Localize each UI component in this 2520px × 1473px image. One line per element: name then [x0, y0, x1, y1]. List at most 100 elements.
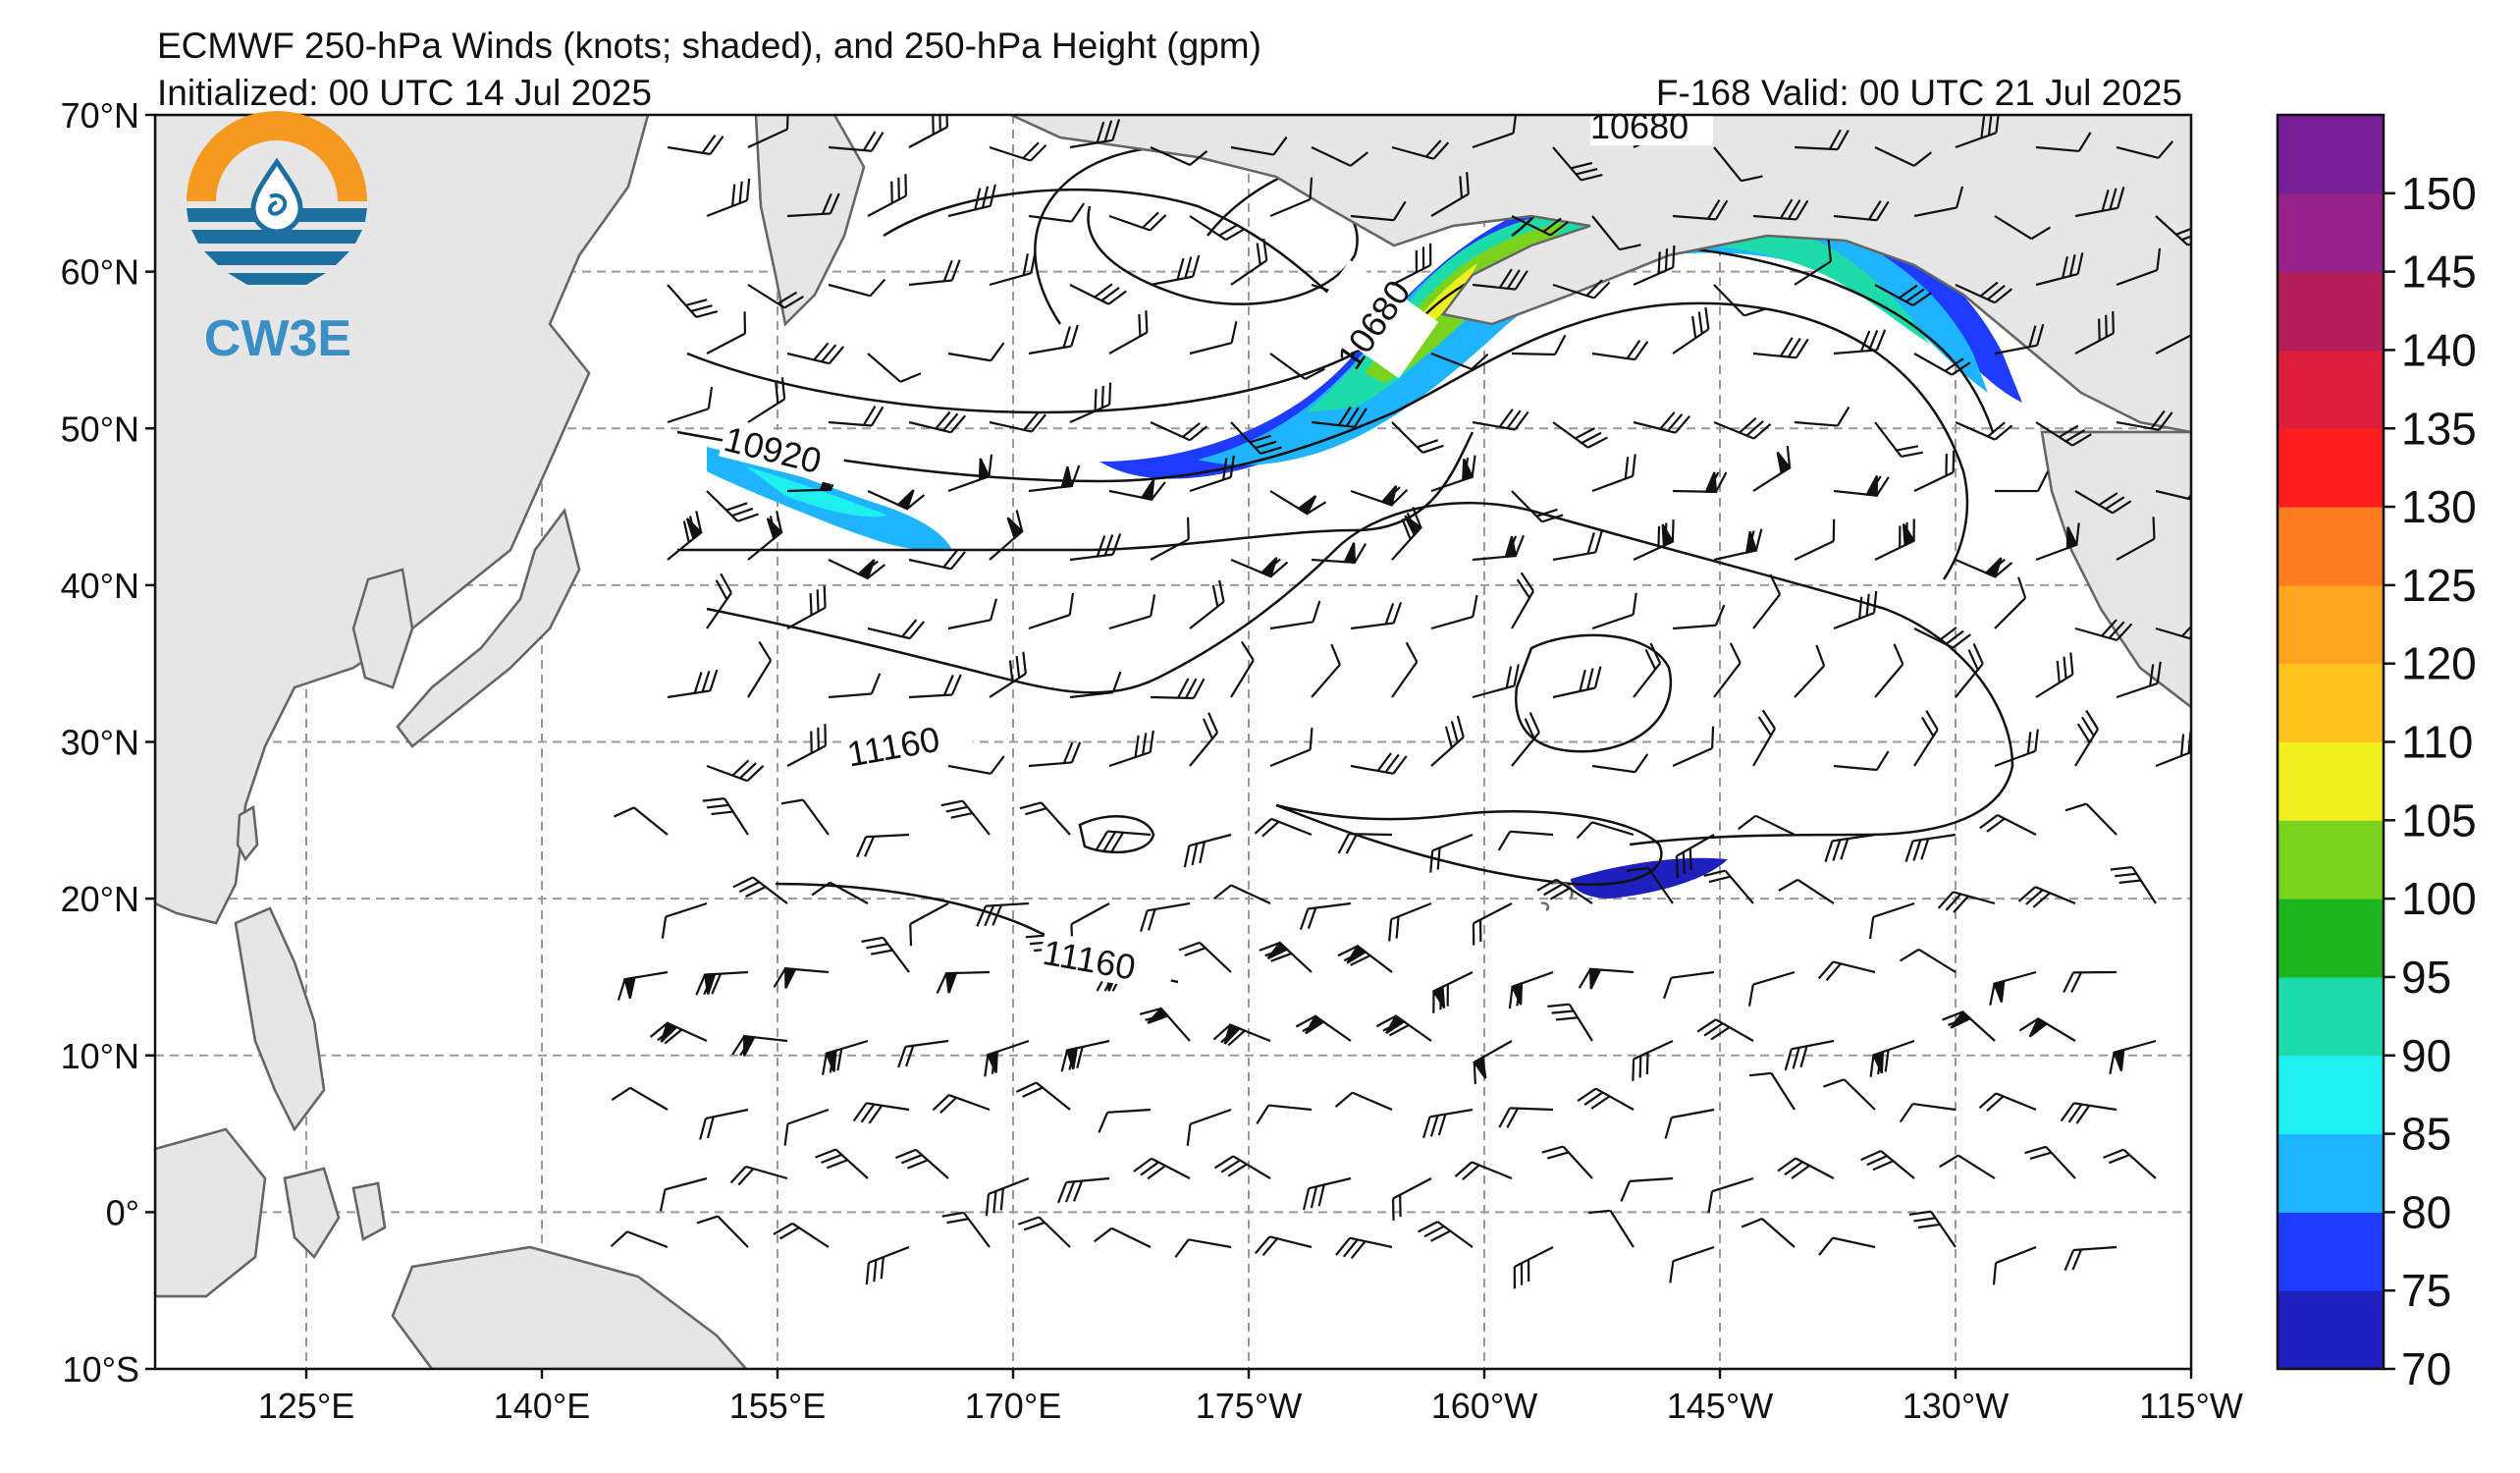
wind-barb [1541, 1145, 1593, 1179]
wind-barb [1098, 1108, 1152, 1133]
wind-barb [1794, 518, 1836, 561]
lon-label: 130°W [1903, 1386, 2009, 1426]
colorbar-swatch [2278, 507, 2384, 586]
wind-barb [1337, 944, 1393, 973]
wind-barb [1696, 1018, 1754, 1042]
wind-barb [2035, 252, 2084, 287]
wind-barb [1994, 470, 2050, 493]
contour-label: 10680 [1590, 106, 1689, 146]
colorbar-label: 135 [2401, 403, 2477, 454]
colorbar-swatch [2278, 1212, 2384, 1291]
lat-label: 10°S [63, 1349, 139, 1390]
wind-barb [989, 141, 1047, 162]
wind-barb [867, 174, 908, 217]
wind-barb [1511, 334, 1567, 356]
wind-barb [1150, 254, 1201, 287]
wind-barb [610, 1230, 669, 1249]
wind-barb [1095, 830, 1152, 852]
wind-barb [1259, 941, 1313, 973]
wind-barb [1552, 146, 1603, 182]
wind-barb [706, 490, 759, 522]
init-time: Initialized: 00 UTC 14 Jul 2025 [157, 73, 652, 113]
wind-barb [1817, 960, 1876, 982]
wind-barb [908, 410, 967, 434]
wind-barb [1937, 891, 1996, 913]
wind-barb [1295, 1014, 1352, 1042]
colorbar-swatch [2278, 1290, 2384, 1370]
wind-barb [1230, 238, 1268, 286]
wind-barb [1094, 1227, 1152, 1248]
wind-barb [2109, 1039, 2157, 1074]
wind-barb [1913, 353, 1971, 376]
wind-barb [852, 1102, 910, 1124]
wind-barb [667, 669, 719, 699]
wind-barb [1833, 590, 1878, 630]
wind-barb [2155, 215, 2191, 246]
wind-barb [1868, 901, 1915, 940]
colorbar-swatch [2278, 192, 2384, 273]
wind-barb [2064, 802, 2118, 836]
wind-barb [811, 881, 869, 904]
wind-barb [1869, 1039, 1915, 1077]
wind-barb [1703, 869, 1754, 904]
wind-barb [1989, 970, 2037, 1006]
wind-barb [1752, 198, 1809, 221]
wind-barb [1388, 901, 1432, 942]
colorbar-label: 125 [2401, 560, 2477, 611]
wind-barb [822, 1039, 869, 1075]
wind-barb [786, 192, 840, 218]
wind-barb [1069, 382, 1112, 424]
wind-barb [1513, 1246, 1554, 1289]
lat-label: 50°N [61, 409, 139, 449]
wind-barbs [610, 115, 2191, 1289]
wind-barb [1578, 967, 1635, 990]
contour-11040 [677, 431, 1474, 552]
wind-barb [2110, 865, 2157, 904]
wind-barb [1311, 146, 1369, 167]
wind-barb [947, 598, 998, 630]
wind-barb [1429, 833, 1474, 873]
wind-barb [1254, 1235, 1313, 1257]
wind-barb [2116, 661, 2162, 699]
wind-barb [1794, 129, 1850, 151]
wind-barb [985, 1176, 1030, 1217]
wind-barb [947, 184, 996, 218]
wind-barb [828, 131, 885, 152]
wind-barb [1664, 1108, 1715, 1139]
wind-barb [936, 970, 991, 994]
colorbar-label: 105 [2401, 794, 2477, 846]
wind-barb [731, 1034, 788, 1057]
wind-barb [1473, 1040, 1513, 1085]
wind-barb [1874, 421, 1923, 459]
wind-barb [1269, 353, 1325, 380]
lon-label: 125°E [258, 1386, 354, 1426]
wind-barb [1672, 199, 1729, 221]
colorbar-swatch [2278, 899, 2384, 978]
wind-barb [1874, 518, 1916, 561]
wind-barb [1150, 145, 1208, 167]
wind-barb [2060, 1102, 2118, 1124]
wind-barb [867, 489, 926, 511]
wind-barb [1150, 420, 1208, 442]
lat-label: 40°N [61, 566, 139, 606]
wind-barb [1186, 1108, 1232, 1146]
valid-time: F-168 Valid: 00 UTC 21 Jul 2025 [1655, 73, 2182, 113]
wind-barb [932, 1094, 991, 1114]
wind-barb [667, 134, 724, 156]
wind-barb [1794, 406, 1850, 427]
wind-barb [1778, 878, 1835, 904]
wind-barb [2103, 1148, 2157, 1179]
wind-barb [908, 259, 961, 287]
wind-barb [747, 377, 786, 423]
wind-barb [1874, 284, 1932, 307]
wind-barb [1335, 1236, 1393, 1260]
swirl-icon [268, 193, 288, 216]
hawaiian-islands [1540, 881, 1574, 912]
logo-wave-bands [187, 208, 367, 285]
wind-barb [1108, 310, 1149, 355]
wind-barb [1672, 604, 1726, 630]
wind-barb [1269, 177, 1314, 218]
wind-barb [1174, 1238, 1232, 1258]
wind-barb [1713, 284, 1766, 317]
wind-barb [1591, 592, 1637, 630]
